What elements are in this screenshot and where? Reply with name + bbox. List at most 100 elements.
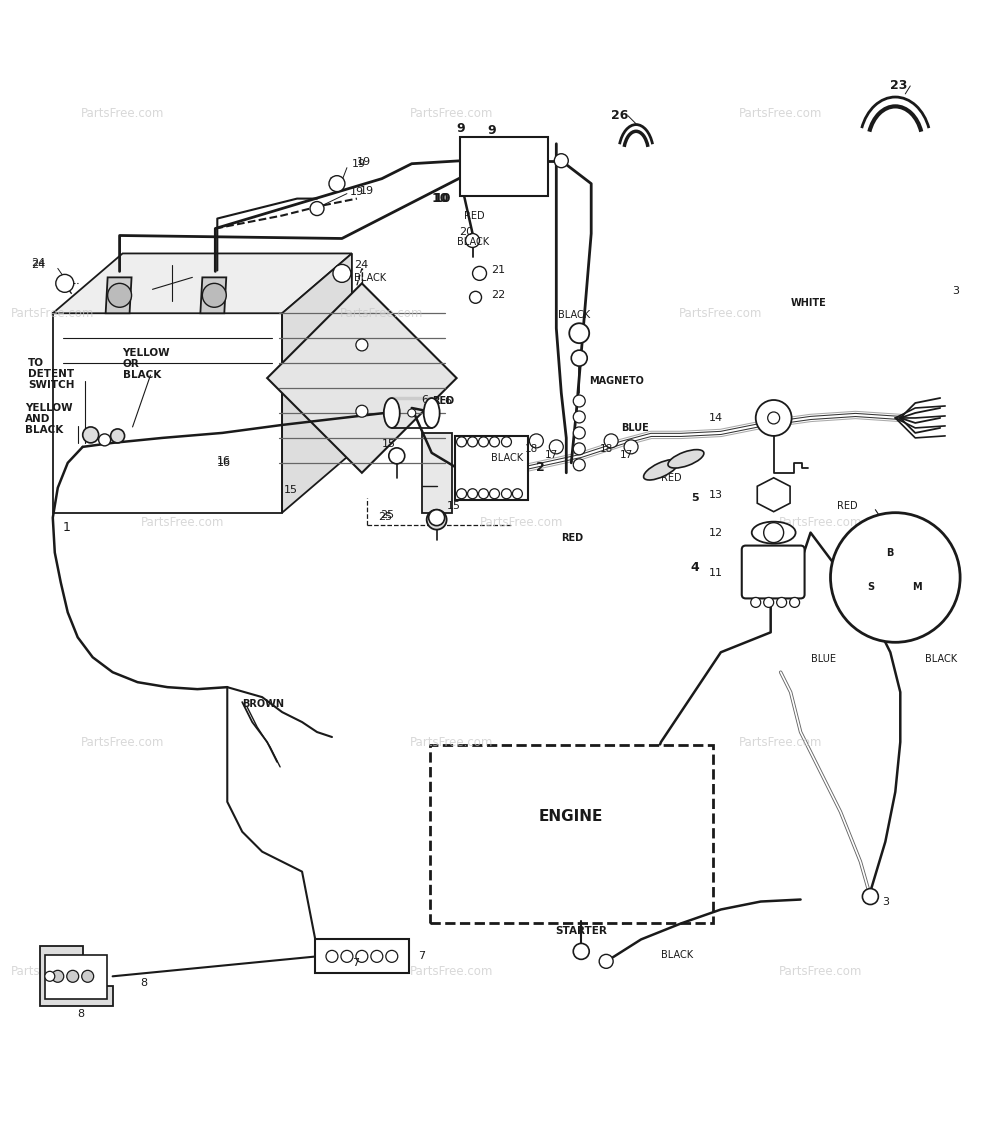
Circle shape — [604, 434, 618, 448]
Text: BLACK: BLACK — [457, 237, 489, 247]
Polygon shape — [282, 253, 352, 513]
Polygon shape — [200, 277, 226, 314]
Text: 10: 10 — [434, 192, 451, 205]
Text: 7: 7 — [352, 958, 359, 969]
Text: 11: 11 — [709, 568, 723, 577]
Text: RED: RED — [464, 211, 484, 221]
Circle shape — [764, 598, 774, 607]
Circle shape — [573, 443, 585, 455]
Ellipse shape — [752, 522, 796, 544]
Circle shape — [408, 409, 416, 417]
Circle shape — [329, 175, 345, 191]
Text: BLUE: BLUE — [621, 423, 649, 433]
Text: 14: 14 — [709, 413, 723, 423]
Circle shape — [490, 489, 499, 499]
FancyBboxPatch shape — [430, 745, 713, 924]
Circle shape — [490, 437, 499, 447]
Text: YELLOW: YELLOW — [123, 348, 170, 358]
Circle shape — [356, 950, 368, 962]
Text: PartsFree.com: PartsFree.com — [739, 735, 822, 749]
Circle shape — [111, 429, 125, 443]
Text: 2: 2 — [536, 461, 545, 474]
Circle shape — [457, 489, 467, 499]
Circle shape — [573, 943, 589, 960]
Circle shape — [468, 437, 478, 447]
Text: 3: 3 — [952, 286, 959, 297]
Text: STARTER: STARTER — [555, 926, 607, 937]
Circle shape — [326, 950, 338, 962]
Text: 18: 18 — [600, 444, 613, 453]
Polygon shape — [422, 433, 452, 513]
Polygon shape — [40, 947, 113, 1006]
Text: PartsFree.com: PartsFree.com — [11, 965, 94, 978]
Circle shape — [756, 400, 792, 436]
Text: 24: 24 — [31, 260, 45, 270]
Circle shape — [501, 437, 511, 447]
Circle shape — [52, 970, 64, 982]
Circle shape — [99, 434, 111, 445]
Text: M: M — [912, 583, 922, 592]
Ellipse shape — [644, 459, 678, 480]
Text: OR: OR — [123, 360, 139, 369]
Text: 19: 19 — [352, 159, 366, 168]
Text: TO: TO — [28, 358, 44, 368]
Text: BROWN: BROWN — [242, 700, 284, 709]
Circle shape — [479, 437, 489, 447]
Text: RED: RED — [432, 396, 454, 406]
Text: S: S — [867, 583, 874, 592]
Circle shape — [529, 434, 543, 448]
Text: AND: AND — [25, 414, 50, 424]
Text: DETENT: DETENT — [28, 369, 74, 379]
Text: 25: 25 — [380, 510, 394, 520]
FancyBboxPatch shape — [315, 939, 409, 973]
Circle shape — [573, 395, 585, 406]
Text: 22: 22 — [491, 291, 506, 300]
Circle shape — [569, 323, 589, 344]
Text: 13: 13 — [709, 490, 723, 499]
Text: 4: 4 — [691, 561, 700, 574]
Text: 1: 1 — [63, 521, 71, 534]
Circle shape — [389, 448, 405, 464]
Circle shape — [356, 405, 368, 417]
Polygon shape — [757, 477, 790, 512]
Circle shape — [466, 234, 480, 247]
Circle shape — [571, 350, 587, 366]
Circle shape — [599, 955, 613, 969]
FancyBboxPatch shape — [455, 436, 528, 499]
Text: 6: 6 — [422, 395, 429, 405]
Circle shape — [82, 970, 94, 982]
Circle shape — [341, 950, 353, 962]
Circle shape — [764, 522, 784, 543]
Text: BLACK: BLACK — [354, 274, 386, 283]
Circle shape — [554, 153, 568, 167]
Circle shape — [549, 440, 563, 453]
Text: BLACK: BLACK — [491, 452, 524, 463]
Ellipse shape — [668, 450, 704, 468]
Circle shape — [479, 489, 489, 499]
Circle shape — [830, 513, 960, 642]
Text: 17: 17 — [545, 450, 558, 460]
Text: 18: 18 — [525, 444, 538, 453]
Text: BLACK: BLACK — [25, 425, 63, 435]
Circle shape — [777, 598, 787, 607]
Circle shape — [356, 339, 368, 350]
Text: PartsFree.com: PartsFree.com — [480, 516, 563, 529]
Circle shape — [56, 275, 74, 292]
Circle shape — [67, 970, 79, 982]
Circle shape — [501, 489, 511, 499]
Text: PartsFree.com: PartsFree.com — [81, 735, 164, 749]
Text: MAGNETO: MAGNETO — [589, 376, 644, 386]
Text: BLACK: BLACK — [925, 654, 957, 664]
Text: 10: 10 — [432, 192, 449, 205]
Text: 15: 15 — [284, 484, 298, 495]
Text: 7: 7 — [418, 951, 425, 962]
Circle shape — [512, 489, 522, 499]
Text: 9: 9 — [457, 123, 465, 135]
Text: 21: 21 — [491, 266, 506, 276]
Text: 23: 23 — [890, 79, 908, 93]
Circle shape — [573, 459, 585, 471]
Circle shape — [468, 489, 478, 499]
Text: 19: 19 — [360, 185, 374, 196]
Text: PartsFree.com: PartsFree.com — [779, 516, 862, 529]
Text: WHITE: WHITE — [791, 299, 826, 308]
